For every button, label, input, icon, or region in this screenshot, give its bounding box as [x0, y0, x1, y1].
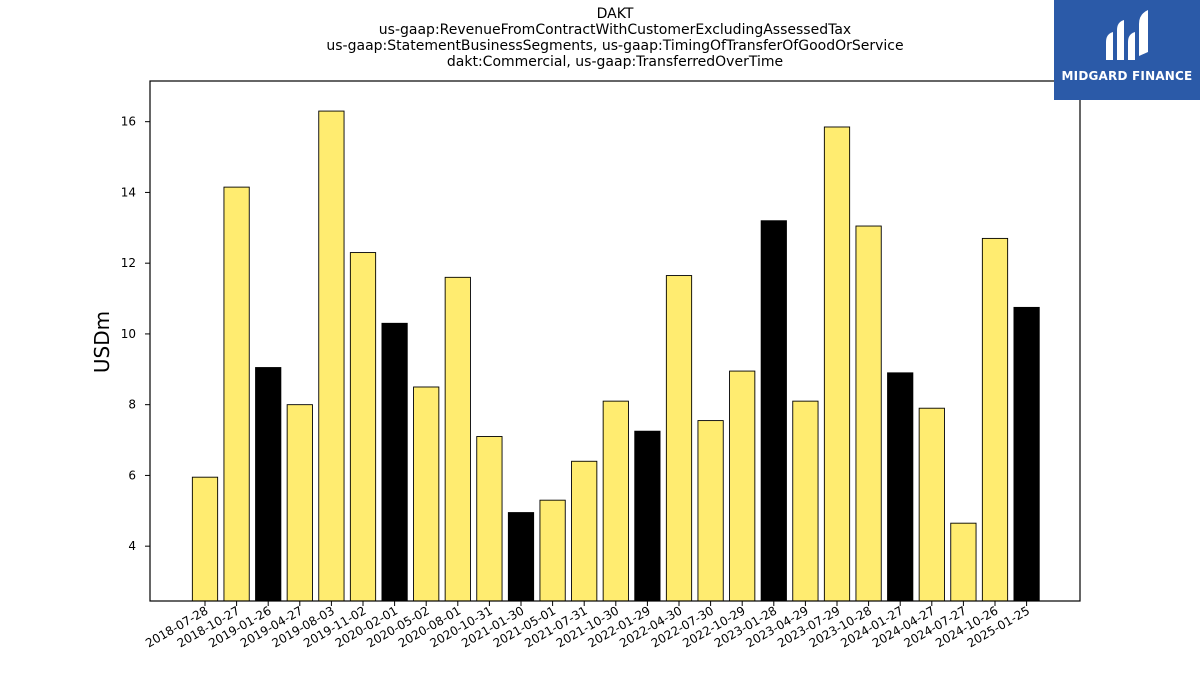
- bar-2022-07-30: [697, 420, 724, 602]
- bar-2019-04-27: [286, 404, 313, 602]
- bar-2019-11-02: [349, 252, 377, 602]
- x-axis: 2018-07-282018-10-272019-01-262019-04-27…: [143, 601, 1032, 650]
- y-tick-label: 14: [121, 185, 136, 199]
- bar-2020-08-01: [444, 276, 471, 602]
- bar-2020-10-31: [476, 436, 503, 602]
- y-tick-label: 10: [121, 327, 136, 341]
- bar-2022-01-29: [634, 430, 661, 602]
- plot-frame: [149, 80, 1081, 602]
- y-tick-label: 6: [128, 468, 136, 482]
- bar-2020-05-02: [413, 386, 440, 602]
- bar-2019-08-03: [318, 110, 345, 602]
- chart-title-line-1: DAKT: [596, 6, 634, 22]
- bar-2023-07-29: [823, 126, 851, 602]
- bar-2021-05-01: [539, 499, 566, 602]
- bar-2021-01-30: [507, 512, 535, 602]
- bars-group: [191, 110, 1040, 602]
- y-tick-label: 8: [128, 398, 136, 412]
- y-axis: 4 6 8 10 12 14 16: [121, 115, 150, 553]
- bar-2022-10-29: [729, 370, 756, 602]
- y-tick-label: 4: [128, 539, 136, 553]
- bar-2024-07-27: [950, 522, 977, 602]
- brand-name: MIDGARD FINANCE: [1061, 69, 1193, 83]
- chart-title-line-2: us-gaap:RevenueFromContractWithCustomerE…: [378, 22, 852, 38]
- bar-2020-02-01: [381, 322, 408, 602]
- bar-2022-04-30: [665, 275, 693, 602]
- bar-2023-10-28: [855, 225, 882, 602]
- bar-2019-01-26: [255, 367, 282, 602]
- brand-logo: MIDGARD FINANCE: [1054, 0, 1200, 100]
- bar-2025-01-25: [1013, 306, 1040, 602]
- midgard-logo-icon: [1106, 10, 1148, 60]
- bar-2024-10-26: [981, 237, 1009, 602]
- bar-2024-04-27: [918, 407, 945, 602]
- y-tick-label: 16: [121, 115, 136, 129]
- y-axis-label: USDm: [90, 311, 114, 373]
- bar-2024-01-27: [887, 372, 914, 602]
- bar-2018-10-27: [223, 186, 250, 602]
- bar-2021-07-31: [571, 460, 598, 602]
- bar-2021-10-30: [602, 400, 629, 602]
- bar-2023-01-28: [760, 220, 787, 602]
- y-tick-label: 12: [121, 256, 136, 270]
- chart-title-line-3: us-gaap:StatementBusinessSegments, us-ga…: [326, 38, 904, 54]
- bar-2018-07-28: [191, 476, 219, 602]
- chart-title-line-4: dakt:Commercial, us-gaap:TransferredOver…: [446, 54, 784, 70]
- chart-title: DAKT us-gaap:RevenueFromContractWithCust…: [0, 6, 1200, 70]
- bar-2023-04-29: [792, 400, 819, 602]
